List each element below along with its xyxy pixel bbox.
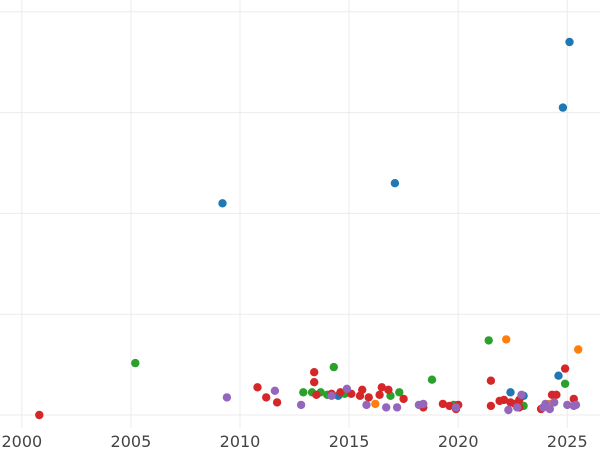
data-point [545, 404, 554, 414]
data-point [486, 376, 496, 385]
data-point [35, 410, 44, 420]
data-point [364, 393, 373, 402]
data-point [395, 388, 404, 397]
x-gridlines [21, 0, 568, 428]
data-point [382, 403, 391, 412]
data-point [312, 390, 321, 399]
data-point [327, 391, 336, 400]
data-point [270, 386, 280, 395]
data-point [218, 199, 227, 208]
data-point [222, 393, 232, 402]
data-point [377, 383, 386, 392]
y-gridlines [0, 11, 600, 416]
data-point [504, 405, 513, 415]
data-point [310, 378, 319, 387]
data-point [445, 401, 454, 411]
data-point [272, 398, 282, 407]
data-point [499, 395, 509, 405]
data-point [552, 390, 561, 399]
data-point [262, 393, 271, 402]
x-tick-label: 2010 [220, 432, 261, 450]
data-point [310, 368, 319, 377]
data-point [375, 390, 384, 399]
data-point [427, 375, 437, 384]
data-point [571, 400, 581, 410]
data-point [392, 403, 402, 412]
data-point [517, 390, 526, 399]
data-point [253, 383, 262, 392]
data-point [560, 364, 570, 373]
data-point [565, 37, 574, 47]
data-point [486, 401, 496, 411]
data-point [512, 403, 522, 412]
x-tick-labels: 2000 2005 2010 2015 2020 2025 [1, 432, 587, 450]
x-tick-label: 2020 [438, 432, 479, 450]
x-tick-label: 2000 [1, 432, 42, 450]
x-tick-label: 2015 [329, 432, 370, 450]
data-point [438, 399, 448, 409]
data-point [358, 385, 367, 394]
data-point [563, 400, 572, 410]
data-point [558, 103, 568, 112]
x-tick-label: 2005 [111, 432, 152, 450]
data-point [329, 362, 338, 372]
data-point [506, 388, 515, 397]
data-point [502, 335, 511, 344]
data-point [371, 399, 380, 409]
data-point [550, 398, 559, 407]
x-tick-label: 2025 [547, 432, 588, 450]
data-point [574, 345, 583, 354]
data-point [554, 371, 563, 380]
data-point [419, 399, 428, 409]
data-point [362, 400, 371, 410]
data-point [336, 388, 345, 397]
data-point [399, 394, 408, 404]
data-point [296, 400, 306, 410]
data-point [560, 379, 570, 388]
data-points [35, 37, 583, 420]
data-point [451, 403, 461, 412]
data-point [390, 179, 400, 188]
data-point [131, 358, 140, 368]
data-point [384, 385, 393, 394]
data-point [342, 384, 352, 393]
data-point [484, 336, 493, 345]
data-point [299, 388, 308, 397]
